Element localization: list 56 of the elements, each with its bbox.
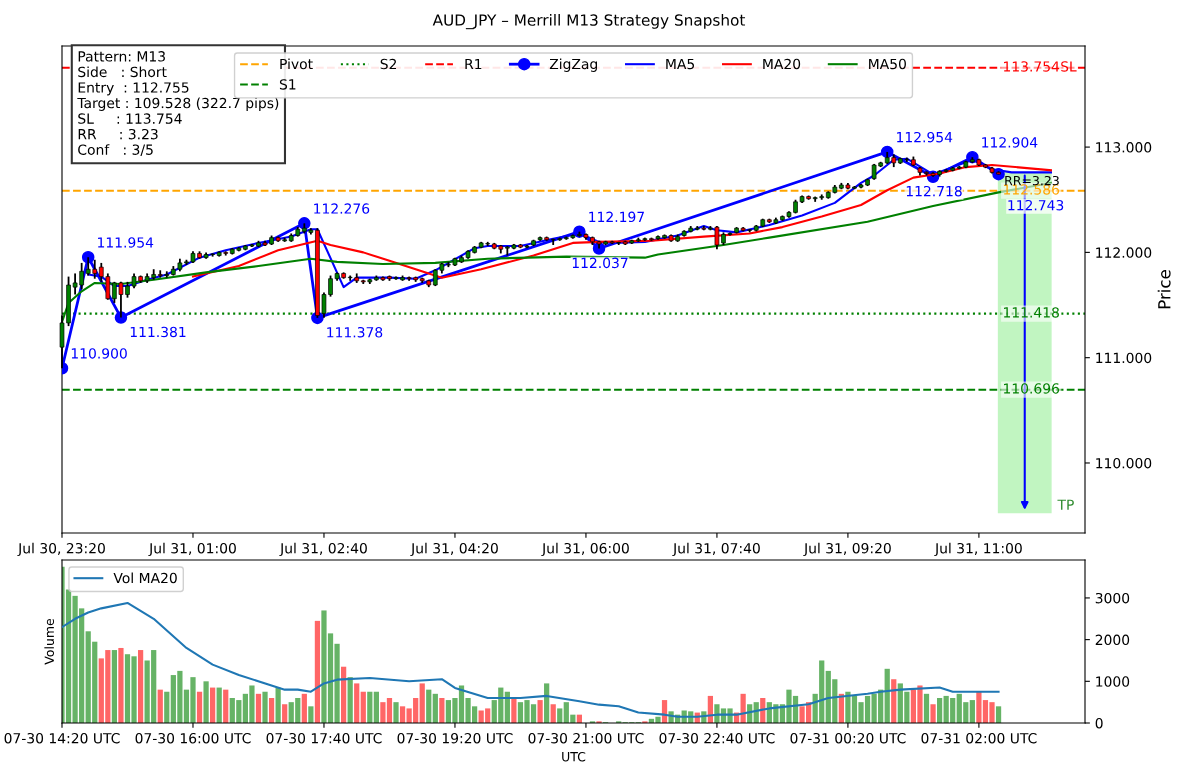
data-label: 110.900	[71, 348, 127, 359]
data-label: 112.718	[906, 185, 962, 197]
y-tick-label: 112.000	[1096, 247, 1152, 258]
y-tick-label: 110.000	[1096, 457, 1152, 469]
data-label: 112.197	[589, 211, 644, 223]
data-label: 112.276	[314, 203, 370, 214]
annotation: 113.754	[1004, 61, 1060, 72]
band-label: TP	[1057, 499, 1074, 510]
legend-label: MA20	[763, 58, 801, 70]
annotation: 111.418	[1004, 307, 1059, 318]
y-axis-title: Volume	[44, 618, 55, 665]
y-tick-label: 2000	[1095, 634, 1130, 646]
x-tick-label: Jul 31, 07:40	[672, 542, 760, 557]
data-label: 112.037	[572, 257, 628, 269]
x-tick-label: Jul 31, 01:00	[148, 542, 236, 557]
data-label: 112.904	[982, 137, 1038, 148]
annotation: Pattern: M13 Side : Short Entry : 112.755 Target : 109.528 (322.7 pips) SL : 113.754 RR : 3.23 Conf : 3/5	[77, 51, 279, 157]
legend-label: MA50	[869, 58, 906, 70]
x-tick-label: Jul 31, 02:40	[279, 542, 367, 557]
data-label: 112.954	[897, 131, 953, 143]
legend-label: Pivot	[280, 58, 313, 70]
x-tick-label: 07-30 17:40 UTC	[266, 732, 382, 744]
x-tick-label: Jul 31, 09:20	[803, 542, 891, 557]
y-tick-label: 3000	[1095, 592, 1130, 604]
x-tick-label: 07-30 21:00 UTC	[528, 732, 644, 744]
legend-label: S2	[380, 58, 397, 70]
x-tick-label: 07-30 14:20 UTC	[4, 732, 120, 744]
annotation: SL	[1061, 61, 1077, 72]
x-tick-label: 07-31 02:00 UTC	[921, 732, 1037, 744]
legend-label: Vol MA20	[113, 572, 177, 584]
annotation: 112.586	[1004, 184, 1060, 195]
data-label: 111.378	[327, 327, 383, 338]
x-tick-label: 07-30 16:00 UTC	[135, 732, 251, 744]
chart-title: AUD_JPY – Merrill M13 Strategy Snapshot	[432, 13, 746, 30]
y-tick-label: 0	[1095, 717, 1103, 729]
y-tick-label: 111.000	[1096, 352, 1152, 364]
x-tick-label: Jul 30, 23:20	[17, 542, 105, 557]
y-tick-label: 1000	[1096, 676, 1130, 687]
annotation: RR=3.23	[1005, 175, 1059, 186]
legend-label: ZigZag	[549, 58, 597, 72]
y-axis-title: Price	[1157, 270, 1171, 309]
legend-label: MA5	[666, 58, 695, 70]
x-tick-label: Jul 31, 04:20	[410, 542, 498, 557]
x-tick-label: 07-30 19:20 UTC	[397, 732, 513, 744]
x-axis-title: UTC	[562, 751, 586, 762]
x-tick-label: 07-31 00:20 UTC	[790, 732, 906, 744]
ref-line-label: R1	[465, 58, 482, 70]
x-tick-label: Jul 31, 06:00	[541, 542, 629, 557]
annotation: 110.696	[1004, 383, 1060, 394]
data-label: 112.743	[1008, 199, 1064, 211]
data-label: 111.954	[98, 237, 154, 248]
y-tick-label: 113.000	[1096, 142, 1152, 153]
data-label: 111.381	[130, 326, 186, 338]
legend-label: S1	[279, 79, 296, 90]
x-tick-label: 07-30 22:40 UTC	[659, 732, 775, 744]
x-tick-label: Jul 31, 11:00	[934, 542, 1022, 557]
